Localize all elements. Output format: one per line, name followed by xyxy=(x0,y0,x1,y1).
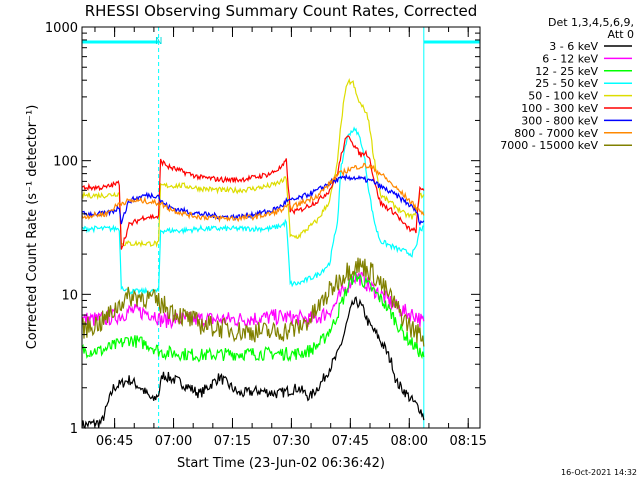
series-line-7 xyxy=(81,162,425,223)
series-lines xyxy=(81,78,425,429)
legend-entry-label: 3 - 6 keV xyxy=(549,40,598,53)
y-tick-label: 100 xyxy=(53,155,78,170)
x-axis-label: Start Time (23-Jun-02 06:36:42) xyxy=(177,456,385,471)
legend-entry-label: 12 - 25 keV xyxy=(535,65,598,78)
chart-title: RHESSI Observing Summary Count Rates, Co… xyxy=(85,2,478,20)
series-line-8 xyxy=(81,257,425,347)
series-line-6 xyxy=(81,173,425,226)
legend-entry-label: 6 - 12 keV xyxy=(542,52,598,65)
x-tick-label: 07:30 xyxy=(273,434,310,449)
timestamp: 16-Oct-2021 14:32 xyxy=(561,468,637,477)
y-tick-label: 1 xyxy=(70,422,78,437)
y-tick-label: 10 xyxy=(61,288,78,303)
x-tick-label: 07:00 xyxy=(155,434,192,449)
x-tick-label: 08:00 xyxy=(391,434,428,449)
legend-entry-label: 300 - 800 keV xyxy=(521,114,598,127)
series-line-1 xyxy=(81,271,425,330)
night-markers xyxy=(82,27,480,428)
y-axis-label: Corrected Count Rate (s⁻¹ detector⁻¹) xyxy=(25,105,40,350)
x-tick-label: 08:15 xyxy=(449,434,486,449)
x-tick-label: 06:45 xyxy=(96,434,133,449)
series-line-3 xyxy=(81,126,424,296)
x-tick-label: 07:45 xyxy=(332,434,369,449)
legend-entry-label: 25 - 50 keV xyxy=(535,77,598,90)
series-line-5 xyxy=(81,135,425,250)
y-axis: 1 10 100 1000 xyxy=(45,21,480,437)
series-line-4 xyxy=(81,78,425,248)
legend-entry-label: 7000 - 15000 keV xyxy=(500,139,598,152)
legend-entry-label: 800 - 7000 keV xyxy=(514,127,598,140)
series-line-0 xyxy=(81,296,425,429)
plot-frame xyxy=(81,26,481,429)
legend-header-line: Det 1,3,4,5,6,9, xyxy=(548,16,634,29)
night-annotation: N xyxy=(155,36,162,47)
y-tick-label: 1000 xyxy=(45,21,78,36)
x-axis: 06:45 07:00 07:15 07:30 07:45 08:00 08:15 xyxy=(94,27,487,449)
legend-entry-label: 50 - 100 keV xyxy=(528,90,598,103)
legend-header-line: Att 0 xyxy=(608,28,634,41)
legend-entry-label: 100 - 300 keV xyxy=(521,102,598,115)
series-line-2 xyxy=(81,271,425,363)
x-tick-label: 07:15 xyxy=(214,434,251,449)
